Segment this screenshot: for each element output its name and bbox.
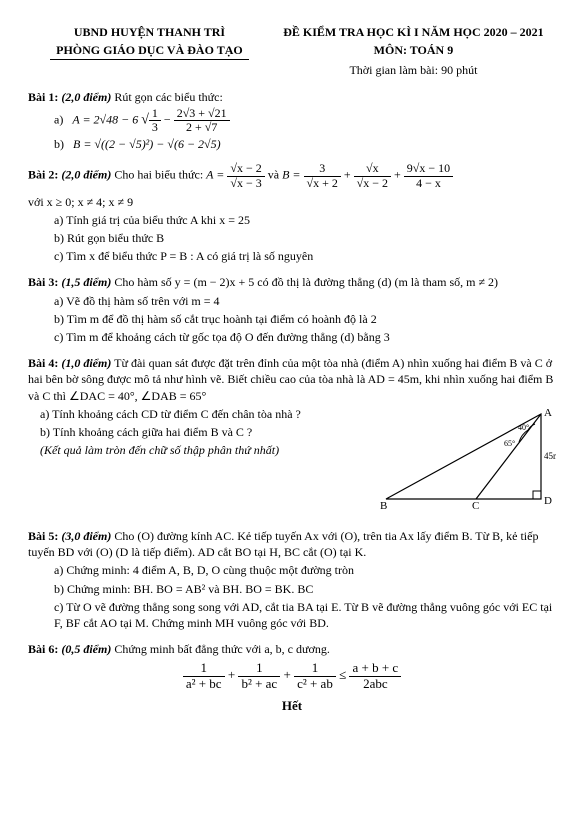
bai2-B3: 9√x − 10 4 − x (404, 162, 453, 189)
bai3-points: (1,5 điểm) (61, 275, 111, 289)
fig-label-C: C (472, 500, 479, 512)
bai2-B1: 3 √x + 2 (304, 162, 341, 189)
bai3-title: Bài 3: (28, 275, 58, 289)
bai2-a: a) Tính giá trị của biểu thức A khi x = … (54, 212, 556, 228)
fig-label-a2: 65° (504, 439, 515, 448)
bai4-figure: A B C D 45m 40° 65° (376, 404, 556, 518)
org-line-2: PHÒNG GIÁO DỤC VÀ ĐÀO TẠO (50, 42, 249, 60)
bai-1: Bài 1: (2,0 điểm) Rút gọn các biểu thức:… (28, 89, 556, 153)
bai2-B-label: B = (282, 168, 303, 182)
bai6-points: (0,5 điểm) (61, 642, 111, 656)
bai6-eq: 1a² + bc + 1b² + ac + 1c² + ab ≤ a + b +… (28, 661, 556, 691)
bai3-a: a) Vẽ đồ thị hàm số trên với m = 4 (54, 293, 556, 309)
bai2-points: (2,0 điểm) (61, 168, 111, 182)
bai2-and: và (268, 168, 282, 182)
bai6-title: Bài 6: (28, 642, 58, 656)
bai1-b-expr: B = √((2 − √5)²) − √(6 − 2√5) (73, 137, 221, 151)
bai4-title: Bài 4: (28, 356, 58, 370)
bai1-b-label: b) (54, 137, 64, 151)
bai5-title: Bài 5: (28, 529, 58, 543)
fig-label-h: 45m (544, 451, 556, 461)
bai6-lead: Chứng minh bất đẳng thức với a, b, c dươ… (114, 642, 330, 656)
bai2-plus2: + (394, 168, 404, 182)
bai1-a-frac1: 1 3 (149, 107, 161, 134)
bai1-a-lhs: A = 2√48 − 6 (72, 112, 138, 126)
fig-label-a1: 40° (518, 423, 529, 432)
fig-label-D: D (544, 495, 552, 507)
fig-label-B: B (380, 500, 387, 512)
duration: Thời gian làm bài: 90 phút (349, 63, 477, 77)
bai1-points: (2,0 điểm) (61, 90, 111, 104)
bai2-cond: với x ≥ 0; x ≠ 4; x ≠ 9 (28, 194, 556, 210)
header-row-3: Thời gian làm bài: 90 phút (28, 62, 556, 78)
bai2-B2: √x √x − 2 (354, 162, 391, 189)
org-line-1: UBND HUYỆN THANH TRÌ (74, 25, 225, 39)
header-row-2: PHÒNG GIÁO DỤC VÀ ĐÀO TẠO MÔN: TOÁN 9 (28, 42, 556, 60)
bai1-a: a) A = 2√48 − 6 √ 1 3 − 2√3 + √21 2 + √7 (54, 107, 556, 134)
bai2-plus1: + (344, 168, 354, 182)
bai5-c: c) Từ O vẽ đường thẳng song song với AD,… (54, 599, 556, 631)
bai2-A-frac: √x − 2 √x − 3 (227, 162, 264, 189)
bai2-A-label: A = (206, 168, 227, 182)
bai5-a: a) Chứng minh: 4 điểm A, B, D, O cùng th… (54, 562, 556, 578)
fig-label-A: A (544, 407, 552, 419)
bai4-note: (Kết quả làm tròn đến chữ số thập phân t… (40, 442, 370, 458)
bai-2: Bài 2: (2,0 điểm) Cho hai biểu thức: A =… (28, 162, 556, 264)
bai1-a-frac2: 2√3 + √21 2 + √7 (174, 107, 230, 134)
bai1-b: b) B = √((2 − √5)²) − √(6 − 2√5) (54, 136, 556, 152)
bai4-a: a) Tính khoảng cách CD từ điểm C đến châ… (40, 406, 370, 422)
bai1-a-label: a) (54, 112, 63, 126)
bai5-b: b) Chứng minh: BH. BO = AB² và BH. BO = … (54, 581, 556, 597)
bai4-b: b) Tính khoảng cách giữa hai điểm B và C… (40, 424, 370, 440)
exam-title: ĐỀ KIỂM TRA HỌC KÌ I NĂM HỌC 2020 – 2021 (283, 25, 543, 39)
subject: MÔN: TOÁN 9 (374, 43, 454, 57)
bai2-b: b) Rút gọn biểu thức B (54, 230, 556, 246)
header-row-1: UBND HUYỆN THANH TRÌ ĐỀ KIỂM TRA HỌC KÌ … (28, 24, 556, 40)
bai-6: Bài 6: (0,5 điểm) Chứng minh bất đẳng th… (28, 641, 556, 691)
bai-4: Bài 4: (1,0 điểm) Từ đài quan sát được đ… (28, 355, 556, 518)
bai3-b: b) Tìm m để đồ thị hàm số cắt trục hoành… (54, 311, 556, 327)
bai2-lead: Cho hai biểu thức: (114, 168, 206, 182)
bai3-c: c) Tìm m để khoảng cách từ gốc tọa độ O … (54, 329, 556, 345)
footer-het: Hết (28, 697, 556, 715)
bai1-title: Bài 1: (28, 90, 58, 104)
bai4-points: (1,0 điểm) (61, 356, 111, 370)
bai1-a-mid: − (164, 112, 174, 126)
bai-3: Bài 3: (1,5 điểm) Cho hàm số y = (m − 2)… (28, 274, 556, 345)
bai-5: Bài 5: (3,0 điểm) Cho (O) đường kính AC.… (28, 528, 556, 631)
bai2-title: Bài 2: (28, 168, 58, 182)
bai3-lead: Cho hàm số y = (m − 2)x + 5 có đồ thị là… (114, 275, 498, 289)
bai2-c: c) Tìm x để biểu thức P = B : A có giá t… (54, 248, 556, 264)
bai1-lead: Rút gọn các biểu thức: (114, 90, 222, 104)
bai5-points: (3,0 điểm) (61, 529, 111, 543)
